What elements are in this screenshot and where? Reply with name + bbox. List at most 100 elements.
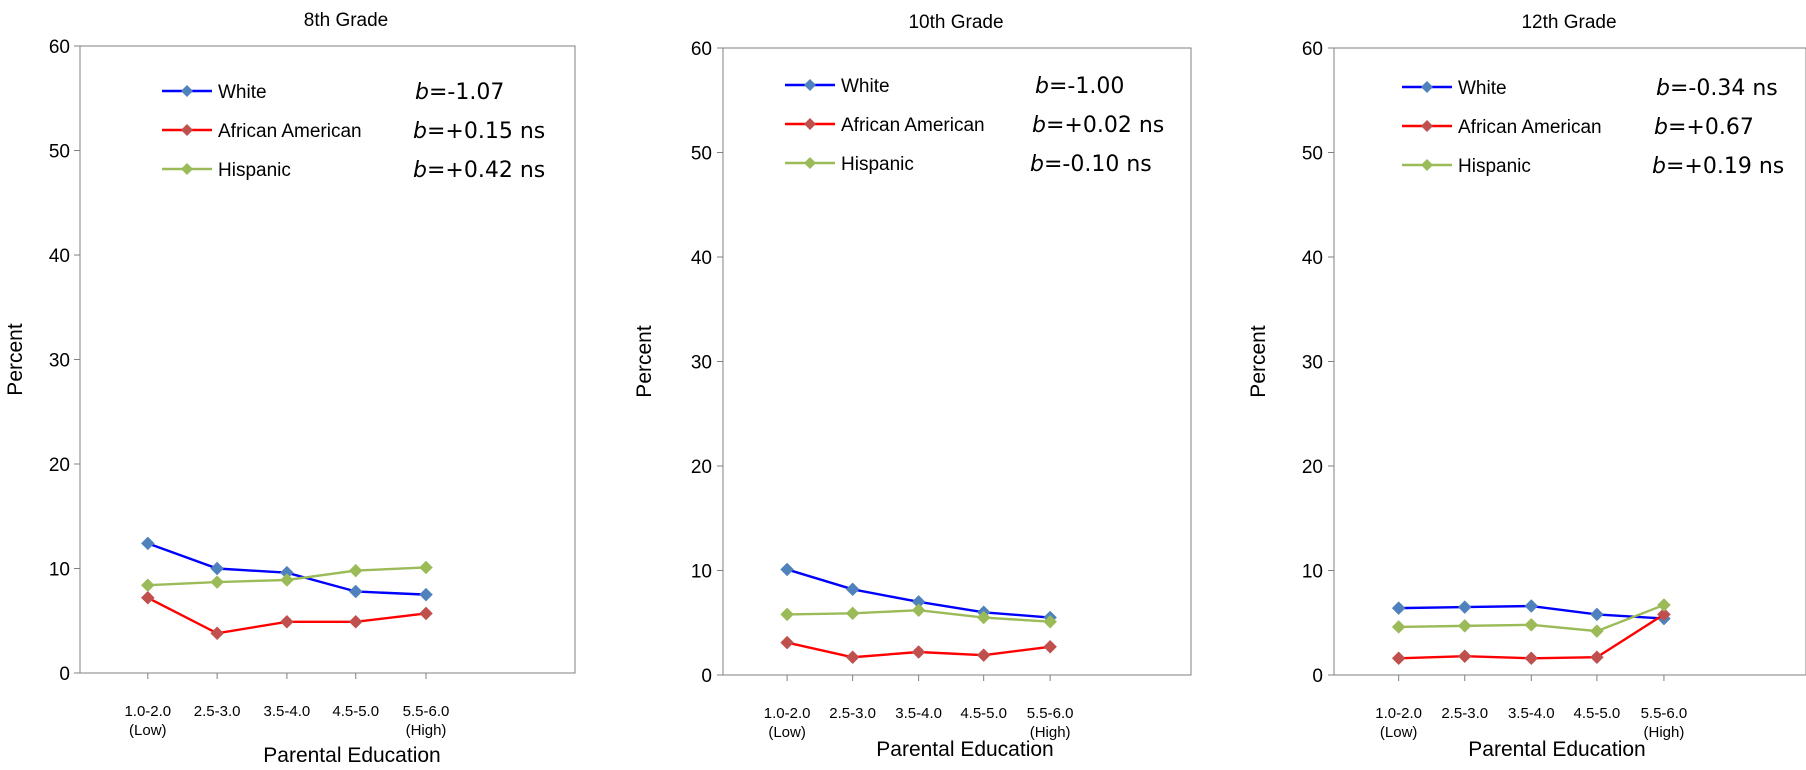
data-point bbox=[1457, 649, 1472, 664]
y-tick-label: 0 bbox=[59, 664, 70, 685]
data-point bbox=[976, 610, 991, 625]
plot-area bbox=[1333, 47, 1806, 676]
legend-label: Hispanic bbox=[841, 154, 914, 175]
data-point bbox=[911, 603, 926, 618]
y-tick-label: 0 bbox=[1312, 666, 1323, 687]
data-point bbox=[1391, 601, 1406, 615]
y-tick-label: 20 bbox=[1302, 457, 1323, 478]
x-tick-label: 1.0-2.0 bbox=[124, 703, 171, 720]
x-tick-label: 5.5-6.0 bbox=[403, 703, 450, 720]
data-point bbox=[1657, 598, 1671, 612]
legend-label: White bbox=[841, 76, 890, 97]
x-tick-label: (Low) bbox=[129, 722, 167, 739]
x-tick-label: 1.0-2.0 bbox=[764, 705, 811, 722]
legend-marker bbox=[1421, 81, 1433, 93]
legend-label: African American bbox=[1458, 117, 1602, 138]
stat-annotation: b=+0.19 ns bbox=[1652, 154, 1784, 179]
data-point bbox=[348, 614, 363, 629]
x-tick-label: 4.5-5.0 bbox=[332, 703, 379, 720]
x-tick-label: (High) bbox=[406, 722, 447, 739]
y-axis-label: Percent bbox=[4, 323, 27, 396]
x-tick-label: 3.5-4.0 bbox=[1508, 705, 1555, 722]
data-point bbox=[845, 606, 860, 621]
stat-annotation: b=-0.34 ns bbox=[1656, 76, 1778, 101]
x-tick-label: 4.5-5.0 bbox=[960, 705, 1007, 722]
legend-label: White bbox=[1458, 78, 1507, 99]
stat-annotation: b=-0.10 ns bbox=[1030, 152, 1152, 177]
data-point bbox=[780, 635, 794, 650]
x-tick-label: 2.5-3.0 bbox=[1441, 705, 1488, 722]
data-point bbox=[976, 648, 991, 662]
data-point bbox=[911, 645, 926, 659]
x-tick-label: (High) bbox=[1644, 724, 1685, 741]
data-point bbox=[845, 582, 860, 597]
data-point bbox=[780, 562, 794, 577]
x-tick-label: 1.0-2.0 bbox=[1375, 705, 1422, 722]
data-point bbox=[1524, 651, 1539, 666]
y-tick-label: 50 bbox=[49, 142, 70, 163]
y-axis-label: Percent bbox=[1247, 325, 1270, 398]
y-tick-label: 30 bbox=[1302, 353, 1323, 374]
data-point bbox=[1590, 607, 1604, 622]
x-tick-label: (Low) bbox=[768, 724, 806, 741]
x-tick-label: 5.5-6.0 bbox=[1641, 705, 1688, 722]
data-point bbox=[1043, 639, 1057, 654]
chart-title: 12th Grade bbox=[1521, 12, 1616, 33]
data-point bbox=[140, 536, 155, 551]
data-point bbox=[1391, 620, 1406, 634]
legend-label: African American bbox=[218, 121, 362, 142]
data-point bbox=[280, 614, 294, 629]
y-tick-label: 40 bbox=[49, 246, 70, 267]
data-point bbox=[1457, 600, 1472, 614]
y-tick-label: 30 bbox=[49, 351, 70, 372]
data-point bbox=[1657, 607, 1671, 622]
y-tick-label: 60 bbox=[1302, 39, 1323, 60]
plot-area bbox=[722, 47, 1192, 676]
data-point bbox=[1391, 651, 1406, 666]
x-tick-label: 5.5-6.0 bbox=[1027, 705, 1074, 722]
legend-label: White bbox=[218, 82, 267, 103]
data-point bbox=[140, 590, 155, 605]
legend-marker bbox=[181, 163, 193, 175]
x-tick-label: 3.5-4.0 bbox=[895, 705, 942, 722]
legend-marker bbox=[804, 118, 816, 130]
stat-annotation: b=-1.00 bbox=[1035, 74, 1124, 99]
y-tick-label: 10 bbox=[49, 560, 70, 581]
x-axis-label: Parental Education bbox=[876, 738, 1053, 761]
y-tick-label: 30 bbox=[691, 353, 712, 374]
data-point bbox=[1590, 624, 1604, 638]
data-point bbox=[210, 626, 224, 641]
data-point bbox=[210, 575, 224, 589]
y-tick-label: 40 bbox=[691, 248, 712, 269]
stat-annotation: b=+0.42 ns bbox=[413, 158, 545, 183]
legend-marker bbox=[181, 85, 193, 97]
data-point bbox=[419, 560, 433, 575]
x-tick-label: 2.5-3.0 bbox=[829, 705, 876, 722]
data-point bbox=[419, 587, 433, 602]
data-point bbox=[1590, 650, 1604, 665]
data-point bbox=[1524, 599, 1539, 613]
data-point bbox=[280, 573, 294, 587]
x-axis-label: Parental Education bbox=[263, 744, 440, 767]
legend-marker bbox=[1421, 120, 1433, 132]
legend-marker bbox=[1421, 159, 1433, 171]
y-tick-label: 10 bbox=[1302, 562, 1323, 583]
legend-marker bbox=[804, 157, 816, 169]
x-axis-label: Parental Education bbox=[1468, 738, 1645, 761]
y-tick-label: 40 bbox=[1302, 248, 1323, 269]
stat-annotation: b=+0.67 bbox=[1654, 115, 1754, 140]
chart-title: 10th Grade bbox=[908, 12, 1003, 33]
data-point bbox=[419, 606, 433, 621]
y-tick-label: 60 bbox=[691, 39, 712, 60]
chart-panel-2: 10th Grade 0 10 20 30 40 50 60 Percent 1.0-2.0 (Lo… bbox=[633, 12, 1192, 761]
y-axis-label: Percent bbox=[633, 325, 656, 398]
data-point bbox=[140, 578, 155, 593]
y-tick-label: 0 bbox=[701, 666, 712, 687]
chart-panel-1: 8th Grade 0 10 20 30 40 50 60 Percent 1.0-2.0 (Low… bbox=[4, 10, 576, 767]
legend-label: African American bbox=[841, 115, 985, 136]
stat-annotation: b=+0.02 ns bbox=[1032, 113, 1164, 138]
chart-panel-3: 12th Grade 0 10 20 30 40 50 60 Percent 1.0-2.0 (Lo… bbox=[1247, 12, 1806, 761]
x-tick-label: 3.5-4.0 bbox=[264, 703, 311, 720]
stat-annotation: b=+0.15 ns bbox=[413, 119, 545, 144]
